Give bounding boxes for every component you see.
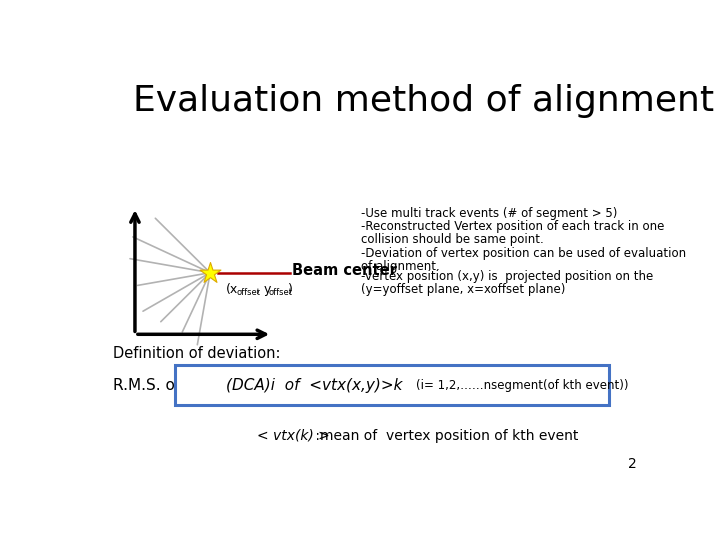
Text: (i= 1,2,……nsegment(of kth event)): (i= 1,2,……nsegment(of kth event)): [415, 379, 628, 392]
Text: -Deviation of vertex position can be used of evaluation: -Deviation of vertex position can be use…: [361, 247, 686, 260]
Text: < vtx(k) >: < vtx(k) >: [256, 429, 329, 443]
Text: (DCA)i  of  <vtx(x,y)>k: (DCA)i of <vtx(x,y)>k: [227, 377, 403, 393]
Text: -vertex position (x,y) is  projected position on the: -vertex position (x,y) is projected posi…: [361, 271, 654, 284]
Text: 2: 2: [628, 457, 636, 471]
Text: -Reconstructed Vertex position of each track in one: -Reconstructed Vertex position of each t…: [361, 220, 665, 233]
Text: , y: , y: [256, 283, 271, 296]
Text: Evaluation method of alignment: Evaluation method of alignment: [132, 84, 714, 118]
Text: ): ): [287, 283, 292, 296]
Text: offset: offset: [236, 288, 261, 297]
Text: offset: offset: [269, 288, 292, 297]
Text: Definition of deviation:: Definition of deviation:: [113, 346, 281, 361]
Text: (x: (x: [225, 283, 238, 296]
Text: :mean of  vertex position of kth event: :mean of vertex position of kth event: [311, 429, 578, 443]
Point: [204, 268, 216, 277]
Text: -Use multi track events (# of segment > 5): -Use multi track events (# of segment > …: [361, 207, 618, 220]
Text: (y=yoffset plane, x=xoffset plane): (y=yoffset plane, x=xoffset plane): [361, 284, 566, 296]
Text: R.M.S. of: R.M.S. of: [113, 377, 181, 393]
Text: collision should be same point.: collision should be same point.: [361, 233, 544, 246]
FancyBboxPatch shape: [175, 365, 609, 405]
Text: of alignment.: of alignment.: [361, 260, 440, 273]
Text: Beam center: Beam center: [292, 263, 397, 278]
